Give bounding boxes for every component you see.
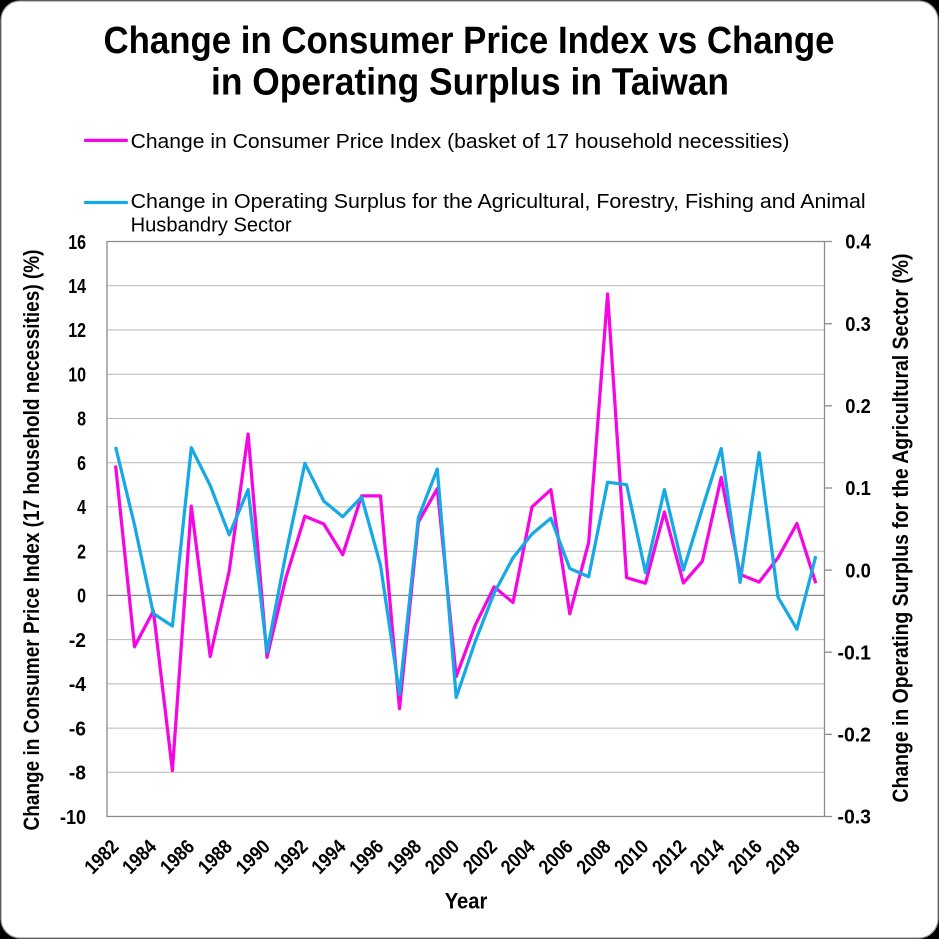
svg-text:16: 16 [68,232,86,254]
svg-text:0.4: 0.4 [845,232,871,254]
svg-text:0.3: 0.3 [845,314,871,336]
svg-text:Change in Consumer Price Index: Change in Consumer Price Index (17 house… [19,250,44,831]
svg-text:12: 12 [68,320,86,342]
svg-text:Change in Operating Surplus fo: Change in Operating Surplus for the Agri… [888,254,913,803]
svg-text:14: 14 [68,276,86,298]
svg-text:-2: -2 [69,630,86,652]
svg-text:Year: Year [445,889,488,914]
svg-text:0: 0 [77,586,86,608]
svg-text:0.1: 0.1 [845,478,871,500]
svg-text:Change in Operating Surplus fo: Change in Operating Surplus for the Agri… [131,191,866,213]
svg-text:-0.3: -0.3 [838,807,872,829]
svg-text:Change in Consumer Price Index: Change in Consumer Price Index (basket o… [131,131,790,153]
svg-text:8: 8 [77,409,86,431]
svg-text:Husbandry Sector: Husbandry Sector [131,215,292,237]
svg-text:Change in Consumer Price Index: Change in Consumer Price Index vs Change [104,20,835,62]
svg-text:-0.2: -0.2 [838,725,872,747]
svg-text:-6: -6 [69,718,86,740]
svg-text:0.2: 0.2 [845,396,871,418]
svg-text:0.0: 0.0 [845,560,871,582]
svg-text:10: 10 [68,364,86,386]
svg-text:4: 4 [77,497,87,519]
svg-text:-8: -8 [69,763,86,785]
svg-text:in Operating Surplus in Taiwan: in Operating Surplus in Taiwan [211,62,729,104]
svg-text:-0.1: -0.1 [838,642,872,664]
svg-text:-4: -4 [69,674,87,696]
svg-text:2: 2 [77,541,86,563]
svg-text:-10: -10 [60,807,86,829]
svg-text:6: 6 [77,453,86,475]
